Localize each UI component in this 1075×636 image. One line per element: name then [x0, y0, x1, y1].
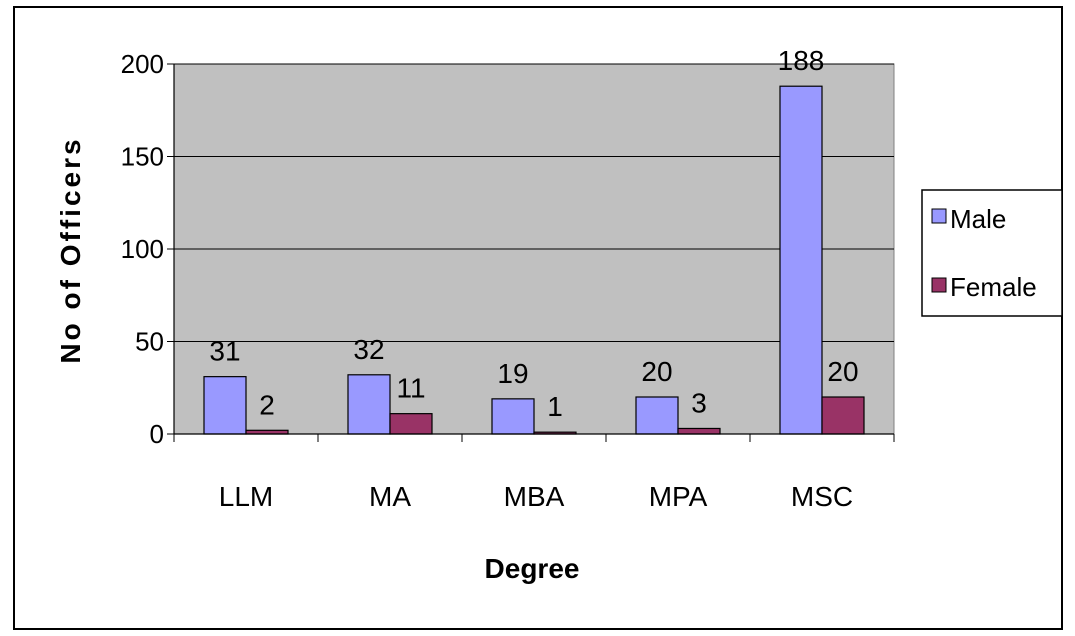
bar-female-mpa: [677, 427, 721, 435]
x-axis-title: Degree: [485, 553, 580, 584]
bar-female-ma: [389, 413, 433, 435]
bar-male-msc: [779, 85, 823, 435]
legend-swatch-male: [931, 208, 947, 224]
y-tick-label: 0: [150, 419, 164, 449]
data-label-male-ma: 32: [353, 334, 384, 365]
y-tick-label: 50: [135, 327, 164, 357]
data-label-male-msc: 188: [778, 45, 825, 76]
data-label-male-mpa: 20: [641, 356, 672, 387]
x-category-label-mpa: MPA: [649, 481, 708, 512]
legend-label-female: Female: [950, 272, 1037, 302]
bar-male-ma: [347, 374, 391, 435]
legend: Male Female: [921, 189, 1063, 317]
y-axis-title: No of Officers: [55, 136, 86, 363]
data-labels: 31 2 32 11 19 1 20 3 188 20: [209, 45, 858, 422]
bar-female-msc: [821, 396, 865, 435]
legend-label-male: Male: [950, 204, 1006, 234]
y-tick-label: 200: [121, 49, 164, 79]
data-label-female-ma: 11: [396, 373, 425, 404]
bar-male-mpa: [635, 396, 679, 435]
data-label-male-mba: 19: [497, 358, 528, 389]
data-label-male-llm: 31: [209, 336, 240, 367]
legend-swatch-female: [931, 277, 947, 293]
x-category-label-msc: MSC: [791, 481, 853, 512]
bar-male-mba: [491, 398, 535, 435]
y-tick-label: 100: [121, 234, 164, 264]
x-category-labels: LLM MA MBA MPA MSC: [219, 481, 853, 512]
data-label-female-llm: 2: [259, 389, 275, 420]
data-label-female-mpa: 3: [691, 387, 707, 418]
x-category-label-llm: LLM: [219, 481, 273, 512]
bar-male-llm: [203, 376, 247, 435]
gridlines: [174, 63, 894, 342]
x-category-label-mba: MBA: [504, 481, 565, 512]
y-tick-labels: 0 50 100 150 200: [121, 49, 174, 449]
x-category-label-ma: MA: [369, 481, 411, 512]
data-label-female-mba: 1: [547, 391, 563, 422]
y-tick-label: 150: [121, 142, 164, 172]
data-label-female-msc: 20: [827, 356, 858, 387]
